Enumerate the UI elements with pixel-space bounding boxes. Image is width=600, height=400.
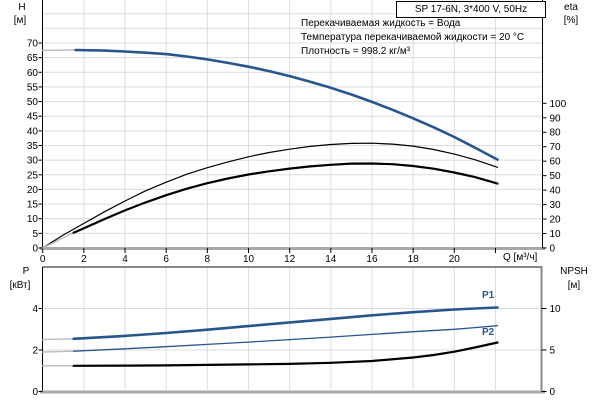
svg-text:50: 50 — [27, 97, 39, 108]
svg-text:8: 8 — [205, 254, 211, 265]
npsh-curve — [74, 343, 498, 366]
svg-text:18: 18 — [408, 254, 420, 265]
h-axis-unit: [м] — [4, 15, 36, 26]
svg-text:90: 90 — [550, 113, 562, 124]
svg-text:55: 55 — [27, 82, 39, 93]
svg-text:60: 60 — [550, 157, 562, 168]
svg-text:14: 14 — [325, 254, 337, 265]
npsh-axis-unit: [м] — [556, 280, 592, 291]
svg-text:6: 6 — [163, 254, 169, 265]
svg-text:20: 20 — [550, 215, 562, 226]
svg-text:2: 2 — [81, 254, 87, 265]
svg-text:0: 0 — [550, 244, 556, 255]
npsh-axis-name: NPSH — [552, 266, 596, 277]
svg-text:50: 50 — [550, 171, 562, 182]
svg-text:0: 0 — [40, 254, 46, 265]
svg-text:5: 5 — [550, 346, 556, 357]
p-axis-unit: [кВт] — [2, 280, 38, 291]
info-temperature: Температура перекачиваемой жидкости = 20… — [301, 31, 524, 45]
p2-curve — [74, 326, 498, 352]
svg-text:30: 30 — [27, 156, 39, 167]
svg-text:40: 40 — [27, 126, 39, 137]
pump-curve-sheet: 0510152025303540455055606570010203040506… — [0, 0, 600, 400]
h-axis-name: H — [10, 2, 34, 13]
svg-text:4: 4 — [32, 304, 38, 315]
liquid-info-block: Перекачиваемая жидкость = Вода Температу… — [301, 17, 524, 59]
svg-text:0: 0 — [32, 244, 38, 255]
p1-curve — [74, 308, 498, 339]
svg-text:2: 2 — [32, 346, 38, 357]
info-density: Плотность = 998.2 кг/м³ — [301, 45, 524, 59]
h-curve — [76, 50, 498, 160]
q-axis-label: Q [м³/ч] — [503, 252, 537, 263]
svg-text:10: 10 — [243, 254, 255, 265]
svg-text:0: 0 — [550, 387, 556, 398]
svg-text:35: 35 — [27, 141, 39, 152]
svg-text:30: 30 — [550, 200, 562, 211]
svg-text:70: 70 — [550, 142, 562, 153]
svg-text:40: 40 — [550, 186, 562, 197]
svg-text:15: 15 — [27, 200, 39, 211]
p2-curve-lead — [43, 351, 74, 352]
svg-text:65: 65 — [27, 53, 39, 64]
svg-text:45: 45 — [27, 112, 39, 123]
svg-text:16: 16 — [366, 254, 378, 265]
svg-text:20: 20 — [449, 254, 461, 265]
svg-text:10: 10 — [550, 229, 562, 240]
p2-curve-label: P2 — [482, 327, 494, 338]
svg-text:10: 10 — [27, 214, 39, 225]
info-liquid: Перекачиваемая жидкость = Вода — [301, 17, 524, 31]
svg-text:12: 12 — [284, 254, 296, 265]
svg-text:20: 20 — [27, 185, 39, 196]
p-axis-name: P — [16, 266, 36, 277]
eta-axis-name: eta — [556, 2, 586, 13]
pump-curves-svg: 0510152025303540455055606570010203040506… — [0, 0, 600, 400]
p1-curve-label: P1 — [482, 290, 494, 301]
svg-text:10: 10 — [550, 304, 562, 315]
svg-text:100: 100 — [550, 99, 567, 110]
pump-title-box: SP 17-6N, 3*400 V, 50Hz — [396, 1, 546, 18]
eta_pump-curve — [43, 143, 498, 248]
eta_total-curve-lead — [43, 233, 74, 248]
p1-curve-lead — [43, 339, 74, 340]
svg-text:25: 25 — [27, 170, 39, 181]
svg-text:60: 60 — [27, 68, 39, 79]
eta_total-curve — [74, 164, 498, 233]
eta-axis-unit: [%] — [556, 15, 586, 26]
svg-text:80: 80 — [550, 128, 562, 139]
svg-text:4: 4 — [122, 254, 128, 265]
svg-text:0: 0 — [32, 387, 38, 398]
svg-text:5: 5 — [32, 229, 38, 240]
svg-text:70: 70 — [27, 39, 39, 50]
